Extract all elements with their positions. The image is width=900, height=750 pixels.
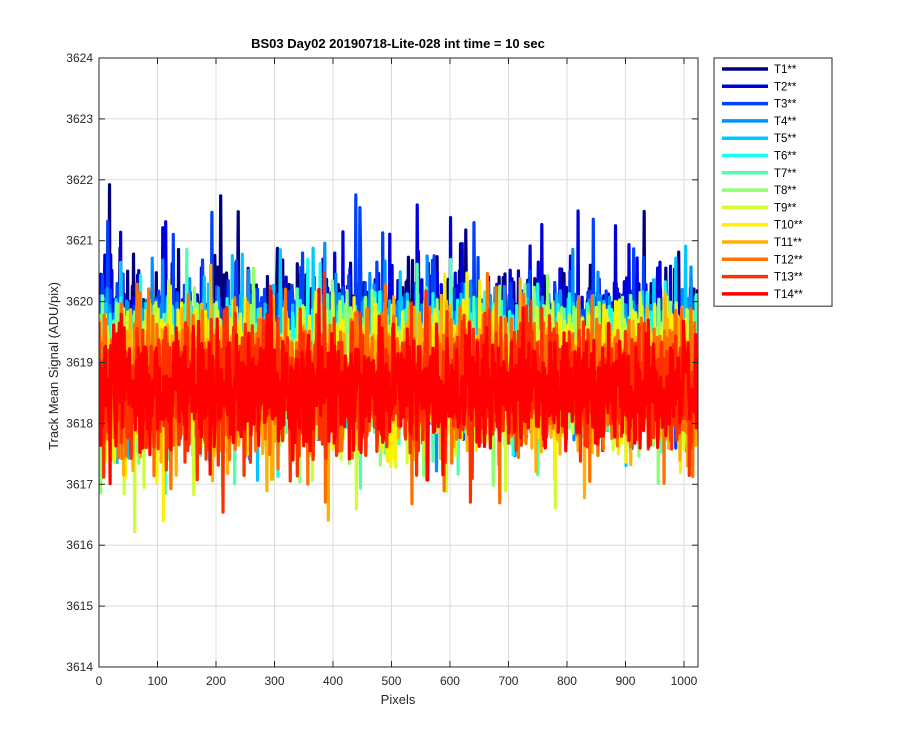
y-axis-label: Track Mean Signal (ADU/pix) [46, 282, 61, 450]
y-tick-label: 3620 [66, 295, 93, 309]
x-tick-label: 200 [206, 674, 226, 688]
legend-item: T7** [722, 168, 797, 180]
legend: T1** T2** T3** T4** T5** T6** T7** T8** T9** T10*… [713, 57, 833, 307]
legend-box [713, 57, 833, 307]
y-tick-label: 3624 [66, 51, 93, 65]
legend-label: T11** [774, 237, 802, 249]
legend-item: T12** [722, 254, 803, 266]
x-tick-label: 700 [498, 674, 518, 688]
legend-label: T12** [774, 254, 803, 266]
y-tick-label: 3621 [66, 234, 93, 248]
y-tick-label: 3614 [66, 660, 93, 674]
x-tick-label: 400 [323, 674, 343, 688]
y-tick-label: 3615 [66, 599, 93, 613]
legend-label: T14** [774, 289, 803, 301]
legend-item: T11** [722, 237, 802, 249]
x-tick-label: 800 [557, 674, 577, 688]
legend-item: T2** [722, 81, 797, 93]
x-tick-label: 500 [381, 674, 401, 688]
x-axis-label: Pixels [381, 692, 416, 707]
y-tick-label: 3618 [66, 416, 93, 430]
y-tick-label: 3619 [66, 356, 93, 370]
legend-item: T4** [722, 116, 797, 128]
legend-label: T13** [774, 272, 803, 284]
legend-item: T1** [722, 64, 797, 76]
legend-label: T3** [774, 99, 797, 111]
y-tick-label: 3623 [66, 112, 93, 126]
chart-title: BS03 Day02 20190718-Lite-028 int time = … [251, 36, 545, 51]
legend-item: T14** [722, 289, 803, 301]
legend-item: T9** [722, 202, 797, 214]
legend-label: T1** [774, 64, 797, 76]
legend-label: T7** [774, 168, 797, 180]
y-tick-label: 3616 [66, 538, 93, 552]
legend-label: T2** [774, 81, 797, 93]
x-tick-label: 100 [147, 674, 167, 688]
y-tick-label: 3617 [66, 477, 93, 491]
legend-item: T3** [722, 99, 797, 111]
x-tick-label: 0 [96, 674, 103, 688]
series-lines [99, 183, 698, 534]
legend-item: T5** [722, 133, 797, 145]
legend-item: T13** [722, 272, 803, 284]
axis-ticks: 0 100 200 300 400 500 600 700 800 900 1000 3614 3615… [66, 51, 698, 688]
legend-label: T9** [774, 202, 797, 214]
legend-label: T8** [774, 185, 797, 197]
x-tick-label: 300 [264, 674, 284, 688]
legend-label: T4** [774, 116, 797, 128]
x-tick-label: 1000 [671, 674, 698, 688]
legend-label: T6** [774, 151, 797, 163]
series-line-t14 [99, 287, 698, 486]
legend-item: T8** [722, 185, 797, 197]
legend-item: T10** [722, 220, 803, 232]
x-tick-label: 900 [615, 674, 635, 688]
legend-label: T5** [774, 133, 797, 145]
legend-item: T6** [722, 151, 797, 163]
y-tick-label: 3622 [66, 173, 93, 187]
legend-label: T10** [774, 220, 803, 232]
x-tick-label: 600 [440, 674, 460, 688]
